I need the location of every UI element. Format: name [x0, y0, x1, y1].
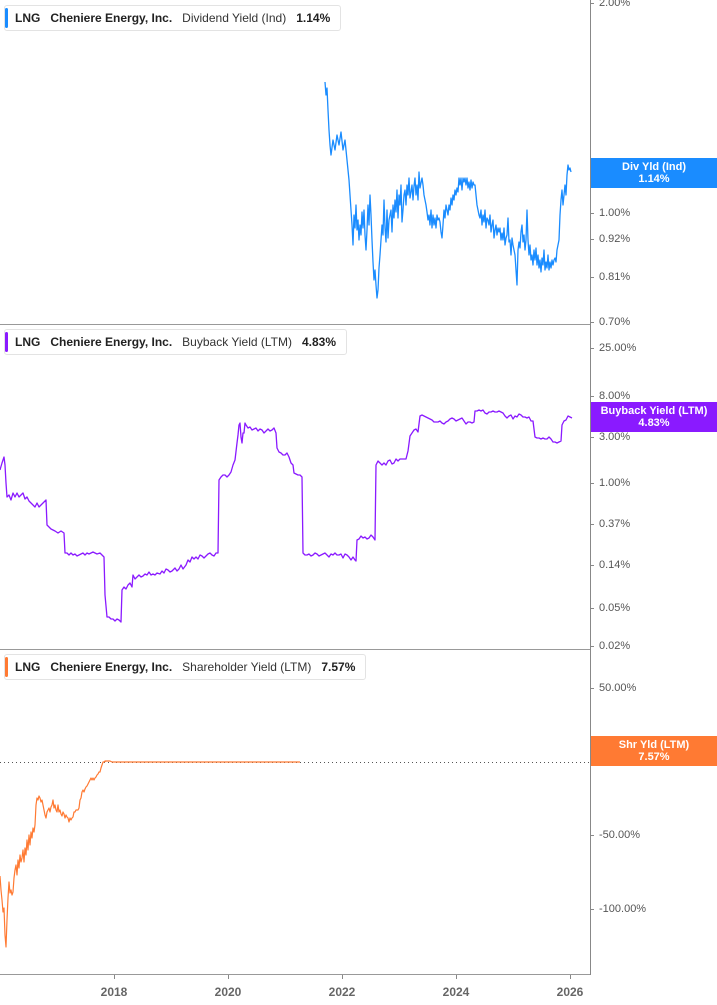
y-tick-mark — [590, 348, 594, 349]
y-tick-mark — [590, 213, 594, 214]
x-axis-label: 2026 — [556, 985, 584, 999]
x-axis-label: 2018 — [100, 985, 128, 999]
badge-label: Buyback Yield (LTM) — [600, 405, 708, 417]
legend-ticker: LNG — [15, 11, 41, 25]
y-tick-label: 8.00% — [599, 390, 631, 402]
y-tick-label: 0.37% — [599, 518, 631, 530]
badge-label: Div Yld (Ind) — [622, 161, 686, 173]
y-tick-label: 0.14% — [599, 559, 631, 571]
y-tick-mark — [590, 565, 594, 566]
y-tick-label: 0.70% — [599, 316, 631, 328]
buyback-yield-plot — [0, 325, 591, 650]
y-tick-mark — [590, 437, 594, 438]
y-tick-label: 0.92% — [599, 233, 631, 245]
legend-value: 4.83% — [302, 335, 337, 349]
dividend-yield-last-value-badge: Div Yld (Ind) 1.14% — [591, 158, 717, 188]
y-tick-label: 0.02% — [599, 640, 631, 652]
legend-value: 7.57% — [321, 660, 356, 674]
buyback-yield-legend[interactable]: LNG Cheniere Energy, Inc. Buyback Yield … — [4, 329, 348, 355]
x-tick-mark — [570, 975, 571, 979]
badge-label: Shr Yld (LTM) — [618, 739, 690, 751]
y-tick-mark — [590, 396, 594, 397]
legend-ticker: LNG — [15, 660, 41, 674]
y-tick-label: 1.00% — [599, 477, 631, 489]
dividend-yield-plot — [0, 0, 591, 325]
legend-ticker: LNG — [15, 335, 41, 349]
y-tick-label: -100.00% — [599, 903, 647, 915]
dividend-yield-line — [324, 81, 572, 299]
y-tick-label: 3.00% — [599, 431, 631, 443]
x-axis-label: 2024 — [442, 985, 470, 999]
y-tick-label: 2.00% — [599, 0, 631, 9]
y-tick-mark — [590, 688, 594, 689]
series-color-marker — [5, 8, 8, 28]
series-color-marker — [5, 332, 8, 352]
badge-value: 1.14% — [638, 173, 670, 185]
y-tick-label: 1.00% — [599, 207, 631, 219]
buyback-yield-panel: LNG Cheniere Energy, Inc. Buyback Yield … — [0, 325, 717, 652]
buyback-yield-line — [0, 409, 573, 623]
y-tick-mark — [590, 909, 594, 910]
shareholder-yield-plot — [0, 650, 591, 975]
dividend-yield-panel: LNG Cheniere Energy, Inc. Dividend Yield… — [0, 0, 717, 328]
y-tick-label: 0.81% — [599, 271, 631, 283]
legend-company: Cheniere Energy, Inc. — [50, 335, 173, 349]
y-tick-mark — [590, 646, 594, 647]
badge-value: 7.57% — [638, 751, 670, 763]
y-tick-mark — [590, 835, 594, 836]
x-tick-mark — [456, 975, 457, 979]
series-color-marker — [5, 657, 8, 677]
x-tick-mark — [342, 975, 343, 979]
shareholder-yield-panel: LNG Cheniere Energy, Inc. Shareholder Yi… — [0, 650, 717, 975]
shareholder-yield-last-value-badge: Shr Yld (LTM) 7.57% — [591, 736, 717, 766]
legend-metric: Shareholder Yield (LTM) — [182, 660, 312, 674]
x-tick-mark — [228, 975, 229, 979]
y-tick-mark — [590, 322, 594, 323]
y-tick-label: 50.00% — [599, 682, 637, 694]
legend-metric: Buyback Yield (LTM) — [182, 335, 292, 349]
legend-company: Cheniere Energy, Inc. — [50, 11, 173, 25]
buyback-yield-last-value-badge: Buyback Yield (LTM) 4.83% — [591, 402, 717, 432]
y-tick-mark — [590, 239, 594, 240]
shareholder-yield-line — [0, 760, 300, 948]
shareholder-yield-legend[interactable]: LNG Cheniere Energy, Inc. Shareholder Yi… — [4, 654, 367, 680]
dividend-yield-legend[interactable]: LNG Cheniere Energy, Inc. Dividend Yield… — [4, 5, 342, 31]
y-tick-mark — [590, 608, 594, 609]
y-tick-mark — [590, 277, 594, 278]
shareholder-yield-line — [103, 760, 107, 763]
legend-company: Cheniere Energy, Inc. — [50, 660, 173, 674]
legend-metric: Dividend Yield (Ind) — [182, 11, 287, 25]
y-tick-mark — [590, 3, 594, 4]
x-axis-label: 2022 — [328, 985, 356, 999]
y-tick-label: -50.00% — [599, 829, 640, 841]
y-tick-label: 0.05% — [599, 602, 631, 614]
x-axis-label: 2020 — [214, 985, 242, 999]
x-tick-mark — [114, 975, 115, 979]
y-tick-mark — [590, 524, 594, 525]
legend-value: 1.14% — [296, 11, 331, 25]
y-tick-label: 25.00% — [599, 342, 637, 354]
badge-value: 4.83% — [638, 417, 670, 429]
y-tick-mark — [590, 483, 594, 484]
